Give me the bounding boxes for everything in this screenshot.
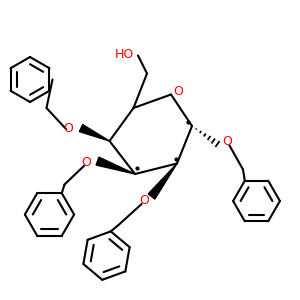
Polygon shape [96, 157, 135, 174]
Text: HO: HO [115, 47, 134, 61]
Text: O: O [223, 135, 232, 148]
Text: O: O [82, 156, 91, 170]
Text: O: O [139, 194, 149, 207]
Polygon shape [148, 164, 177, 199]
Polygon shape [80, 124, 110, 141]
Text: O: O [174, 85, 183, 98]
Text: O: O [64, 122, 73, 135]
